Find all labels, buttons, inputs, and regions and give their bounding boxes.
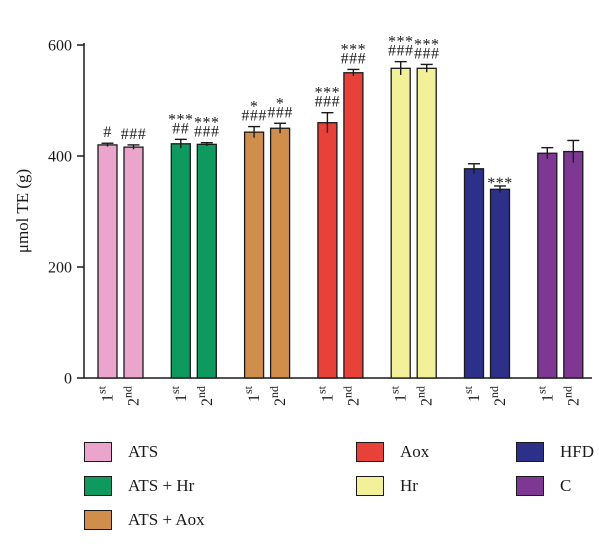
significance-label: ***	[487, 175, 513, 192]
bar	[269, 127, 291, 379]
y-tick-label: 400	[48, 149, 72, 166]
bar	[390, 67, 411, 379]
x-tick-label: 2nd	[340, 386, 362, 406]
significance-label: #	[103, 124, 112, 141]
significance-label: ***	[388, 34, 414, 51]
x-tick-label: 1st	[534, 385, 556, 402]
bar	[97, 144, 118, 379]
bar	[537, 152, 558, 379]
y-tick-label: 200	[48, 260, 72, 277]
x-tick-label: 2nd	[194, 386, 216, 406]
bar	[343, 72, 364, 379]
y-axis-label: μmol TE (g)	[13, 169, 32, 253]
x-tick-label: 2nd	[414, 386, 436, 406]
x-tick-label: 2nd	[487, 386, 509, 406]
significance-label: ***	[341, 41, 367, 58]
significance-label: ###	[315, 94, 341, 111]
bar	[243, 131, 265, 379]
x-tick-label: 2nd	[560, 386, 582, 406]
y-tick-label: 600	[48, 38, 72, 55]
significance-label: ***	[414, 36, 440, 53]
significance-label: ##	[172, 120, 189, 137]
significance-label: ###	[241, 108, 267, 125]
x-tick-label: 1st	[388, 385, 410, 402]
significance-label: ***	[315, 85, 341, 102]
bar	[416, 67, 437, 379]
x-tick-label: 1st	[168, 385, 190, 402]
bar	[196, 143, 217, 379]
x-tick-label: 2nd	[267, 386, 289, 406]
bar	[170, 143, 191, 379]
x-tick-label: 1st	[241, 385, 263, 402]
bar	[463, 168, 485, 379]
y-tick-label: 0	[64, 371, 72, 388]
chart-annotations: # ###***## ***###*###*###***###***###***##…	[103, 34, 513, 192]
significance-label: ###	[414, 45, 440, 62]
x-tick-label: 1st	[314, 385, 336, 402]
x-tick-label: 1st	[461, 385, 483, 402]
significance-label: ###	[267, 104, 293, 121]
significance-label: ###	[121, 126, 147, 143]
significance-label: *	[276, 95, 285, 112]
significance-label: ***	[194, 115, 220, 132]
bar	[123, 146, 144, 379]
x-tick-label: 2nd	[121, 386, 143, 406]
bar	[563, 150, 584, 379]
significance-label: *	[250, 99, 259, 116]
chart-bars	[97, 60, 584, 379]
bar	[317, 122, 338, 379]
bar	[489, 188, 511, 379]
chart-x-tick-labels: 1st2nd1st2nd1st2nd1st2nd1st2nd1st2nd1st2…	[95, 385, 583, 406]
significance-label: ***	[168, 111, 194, 128]
x-tick-label: 1st	[95, 385, 117, 402]
significance-label: ###	[194, 124, 220, 141]
significance-label: ###	[388, 43, 414, 60]
significance-label: ###	[341, 50, 367, 67]
